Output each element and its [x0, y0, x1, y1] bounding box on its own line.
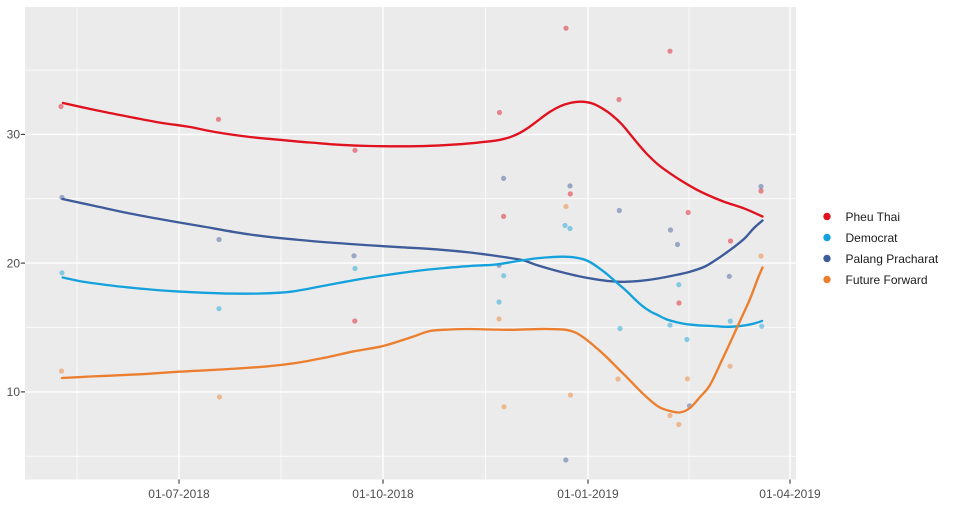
svg-text:Palang Pracharat: Palang Pracharat	[846, 252, 939, 266]
svg-text:10: 10	[7, 385, 21, 399]
svg-text:01-04-2019: 01-04-2019	[759, 487, 821, 501]
svg-text:30: 30	[7, 128, 21, 142]
svg-text:01-07-2018: 01-07-2018	[148, 487, 210, 501]
svg-text:01-01-2019: 01-01-2019	[557, 487, 619, 501]
svg-text:20: 20	[7, 256, 21, 270]
svg-text:Democrat: Democrat	[846, 231, 899, 245]
svg-text:01-10-2018: 01-10-2018	[352, 487, 414, 501]
svg-text:Pheu Thai: Pheu Thai	[846, 210, 901, 224]
svg-text:Future Forward: Future Forward	[846, 273, 928, 287]
